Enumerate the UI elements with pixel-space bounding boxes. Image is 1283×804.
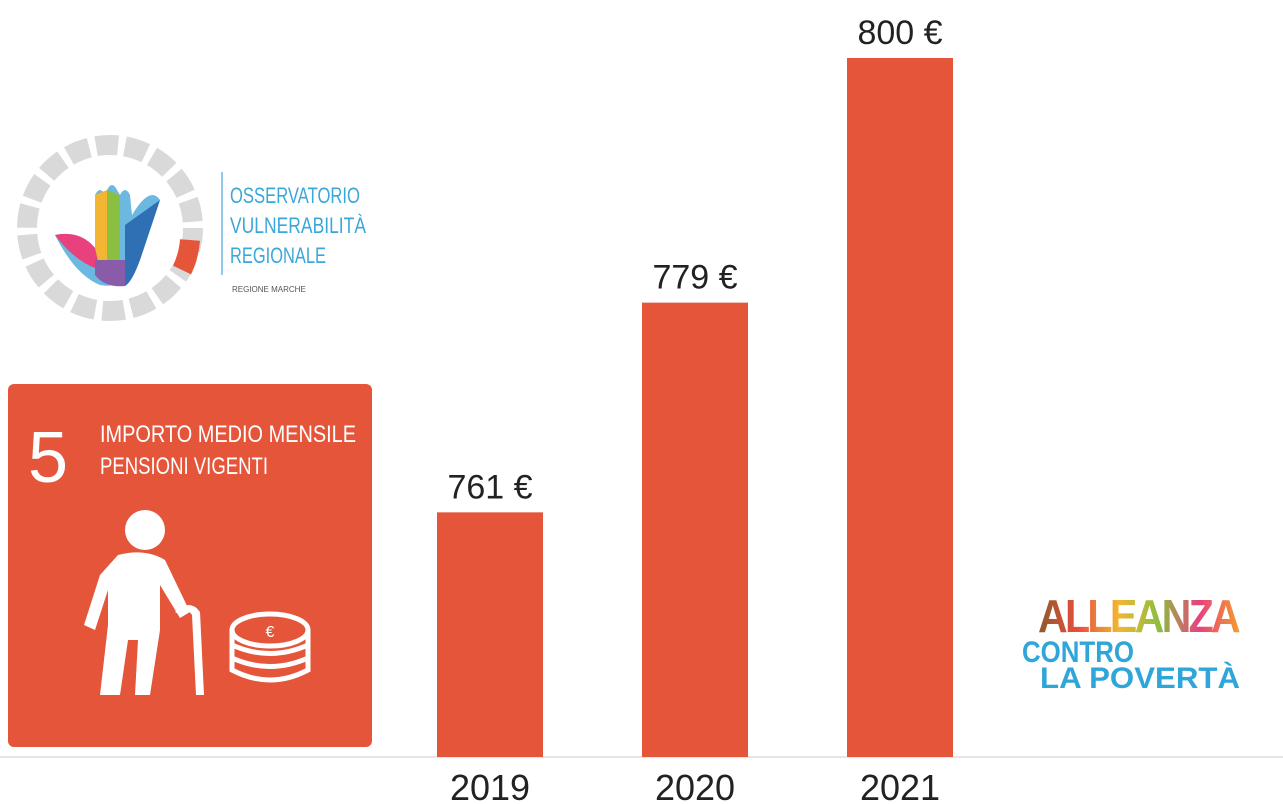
bar [437, 512, 543, 757]
brand-text: LA POVERTÀ [1040, 661, 1240, 695]
logo-subtext: REGIONE MARCHE [232, 285, 306, 294]
card-title: IMPORTO MEDIO MENSILE [100, 421, 356, 448]
bar [642, 302, 748, 757]
coin-symbol: € [266, 624, 275, 641]
brand-text: ALLEANZA [1038, 590, 1240, 642]
card [8, 384, 372, 747]
value-label: 761 € [447, 468, 532, 506]
logo-text: REGIONALE [230, 243, 326, 268]
card-title: PENSIONI VIGENTI [100, 453, 268, 480]
bar [847, 58, 953, 757]
value-label: 779 € [652, 259, 737, 297]
brand-text: CONTRO [1022, 636, 1134, 669]
x-tick-label: 2020 [655, 767, 735, 804]
x-tick-label: 2019 [450, 767, 530, 804]
logo-text: OSSERVATORIO [230, 183, 360, 208]
x-tick-label: 2021 [860, 767, 940, 804]
coins-icon [229, 611, 311, 683]
pensioner-icon [84, 510, 204, 695]
card-number: 5 [28, 418, 68, 498]
logo-mark [17, 135, 223, 321]
value-label: 800 € [857, 14, 942, 52]
logo-text: VULNERABILITÀ [230, 213, 366, 238]
